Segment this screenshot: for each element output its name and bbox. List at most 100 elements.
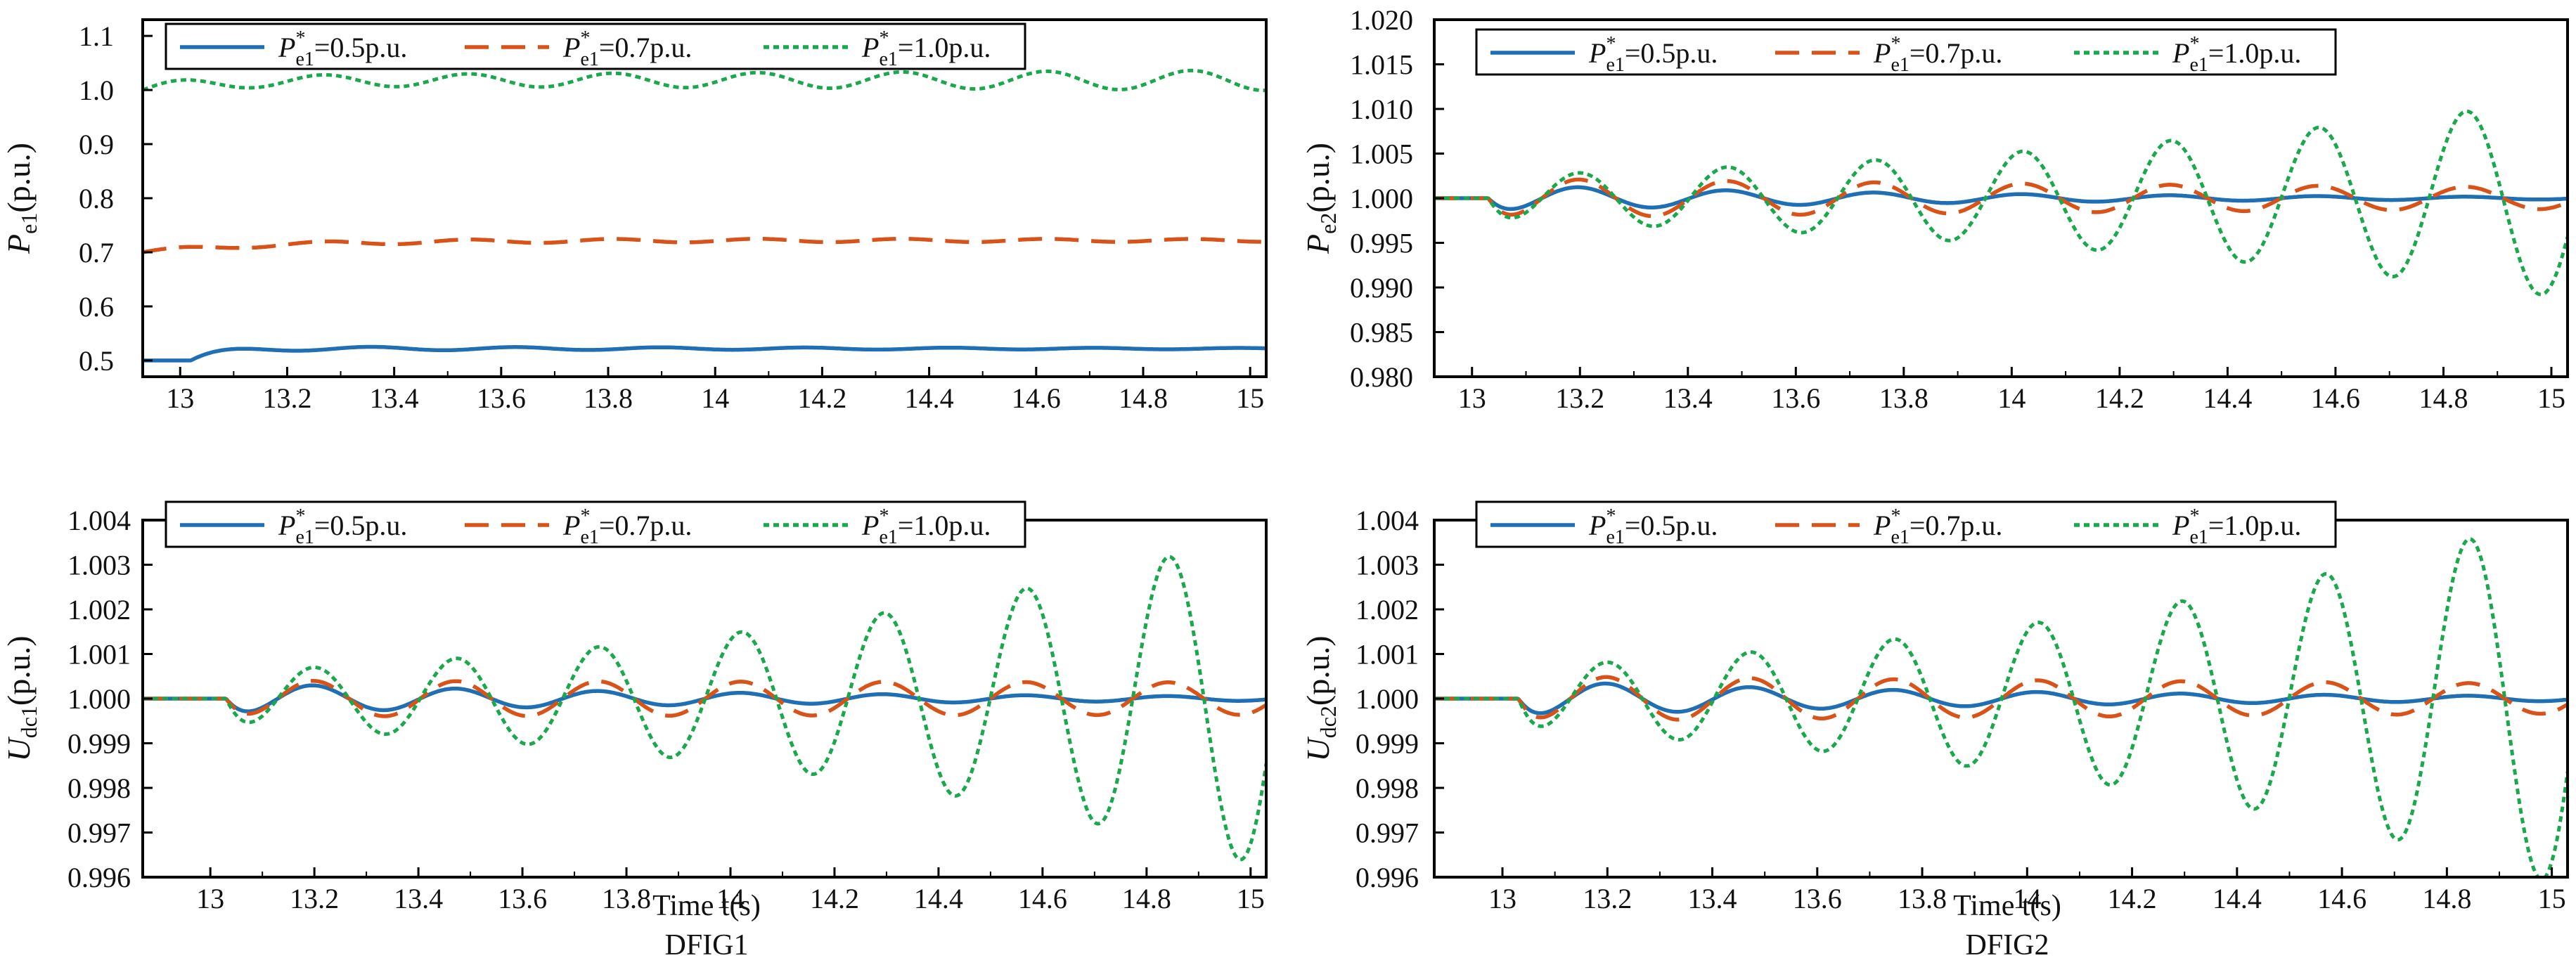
y-tick-label: 0.995 <box>1350 228 1413 259</box>
x-tick-label: 13.8 <box>1879 382 1928 414</box>
legend-entry-label: P* e1=0.5p.u. <box>1588 505 1718 548</box>
series-group <box>1434 537 2568 877</box>
x-tick-label: 14.6 <box>1012 382 1061 414</box>
y-axis-subscript: dc1 <box>16 706 41 738</box>
y-tick-label: 0.8 <box>79 183 114 214</box>
y-tick-label: 1.002 <box>1355 594 1419 626</box>
x-tick-label: 14.2 <box>2095 382 2144 414</box>
y-axis-label: Pe1(p.u.) <box>1 143 41 254</box>
legend-entry-label: P* e1=0.5p.u. <box>1588 33 1718 76</box>
x-tick-label: 13.6 <box>498 883 547 914</box>
y-axis-unit: (p.u.) <box>1 143 37 213</box>
x-tick-label: 13 <box>1488 883 1516 914</box>
x-tick-label: 13.4 <box>1688 883 1737 914</box>
x-tick-label: 13 <box>196 883 224 914</box>
y-tick-label: 1.020 <box>1350 4 1413 36</box>
y-axis-label: Udc2(p.u.) <box>1300 635 1341 761</box>
series-line-udc1-2 <box>143 555 1266 862</box>
y-tick-label: 0.997 <box>1355 817 1419 849</box>
x-tick-label: 13.8 <box>1898 883 1947 914</box>
x-tick-label: 13.4 <box>1663 382 1713 414</box>
legend-entry-label: P* e1=1.0p.u. <box>861 505 991 548</box>
y-tick-label: 1.004 <box>67 505 131 536</box>
y-tick-label: 0.6 <box>79 291 114 323</box>
y-tick-label: 1.0 <box>79 75 114 106</box>
legend: P* e1=0.5p.u. P* e1=0.7p.u. P* e1=1.0p.u. <box>165 22 1026 70</box>
x-tick-label: 14.2 <box>2108 883 2157 914</box>
y-tick-label: 1.001 <box>1355 639 1419 671</box>
x-tick-label: 13.6 <box>1771 382 1820 414</box>
x-tick-label: 13.4 <box>394 883 443 914</box>
series-line-pe2-1 <box>1434 177 2568 219</box>
series-group <box>143 555 1266 862</box>
x-tick-label: 14 <box>716 883 745 914</box>
x-tick-label: 13.2 <box>262 382 311 414</box>
y-tick-label: 0.9 <box>79 129 114 160</box>
x-tick-label: 15 <box>2538 883 2566 914</box>
x-axis-label-left: Time t(s) <box>652 890 761 922</box>
y-axis-subscript: dc2 <box>1315 706 1341 738</box>
y-axis-unit: (p.u.) <box>1300 635 1336 706</box>
x-tick-label: 14.6 <box>1018 883 1067 914</box>
y-tick-label: 0.5 <box>79 345 114 377</box>
x-tick-label: 14.6 <box>2317 883 2366 914</box>
x-tick-label: 14 <box>701 382 729 414</box>
y-tick-label: 1.001 <box>67 639 131 671</box>
y-tick-label: 0.980 <box>1350 361 1413 393</box>
y-axis-label: Udc1(p.u.) <box>1 635 41 761</box>
x-tick-label: 15 <box>1236 382 1264 414</box>
y-axis-symbol: P <box>1 234 37 254</box>
chart-pe1: 13 13.2 13.4 13.6 13.8 14 14.2 14.4 14.6 14.8 15 0.… <box>1 18 1268 414</box>
y-tick-label: 1.005 <box>1350 138 1413 170</box>
series-group <box>143 68 1266 363</box>
series-line-udc2-2 <box>1434 537 2568 877</box>
x-tick-label: 14.6 <box>2311 382 2360 414</box>
y-tick-label: 0.998 <box>67 772 131 804</box>
y-tick-label: 1.003 <box>1355 550 1419 581</box>
chart-udc2: 13 13.2 13.4 13.6 13.8 14 14.2 14.4 14.6 14.8 15 0.… <box>1300 500 2569 914</box>
x-tick-label: 13.8 <box>602 883 651 914</box>
legend-box <box>165 22 1026 70</box>
legend-entry-label: P* e1=0.5p.u. <box>278 505 407 548</box>
x-tick-label: 15 <box>2537 382 2565 414</box>
y-axis-symbol: P <box>1300 234 1336 254</box>
y-axis-label: Pe2(p.u.) <box>1300 143 1341 254</box>
y-tick-label: 0.999 <box>1355 728 1419 760</box>
y-tick-label: 1.002 <box>67 594 131 626</box>
y-tick-label: 0.985 <box>1350 317 1413 349</box>
y-tick-label: 0.7 <box>79 237 114 268</box>
y-tick-label: 1.000 <box>1350 183 1413 214</box>
x-tick-label: 14.2 <box>810 883 859 914</box>
legend-box <box>1475 500 2337 548</box>
y-axis-subscript: e2 <box>1315 213 1341 234</box>
y-tick-label: 0.996 <box>1355 862 1419 893</box>
y-tick-label: 0.998 <box>1355 772 1419 804</box>
legend-entry-label: P* e1=1.0p.u. <box>2172 505 2301 548</box>
series-line-pe2-0 <box>1434 185 2568 212</box>
legend-box <box>1475 28 2337 76</box>
x-tick-label: 13 <box>166 382 194 414</box>
legend-entry-label: P* e1=1.0p.u. <box>861 27 991 70</box>
x-tick-label: 14.8 <box>2422 883 2471 914</box>
x-tick-label: 14 <box>1997 382 2026 414</box>
legend-entry-label: P* e1=0.7p.u. <box>1873 33 2002 76</box>
x-tick-label: 14 <box>2013 883 2041 914</box>
legend-box <box>165 500 1026 548</box>
chart-pe2: 13 13.2 13.4 13.6 13.8 14 14.2 14.4 14.6 14.8 15 0.… <box>1300 4 2569 414</box>
y-tick-label: 0.990 <box>1350 272 1413 304</box>
legend-entry-label: P* e1=1.0p.u. <box>2172 33 2301 76</box>
chart-udc1: 13 13.2 13.4 13.6 13.8 14 14.2 14.4 14.6 14.8 15 0.… <box>1 500 1268 914</box>
x-tick-label: 14.4 <box>905 382 954 414</box>
y-tick-label: 1.003 <box>67 550 131 581</box>
y-tick-label: 1.015 <box>1350 49 1413 81</box>
y-tick-label: 1.004 <box>1355 505 1419 536</box>
y-tick-label: 0.999 <box>67 728 131 760</box>
legend-entry-label: P* e1=0.7p.u. <box>562 505 692 548</box>
x-tick-label: 13.6 <box>477 382 526 414</box>
x-tick-label: 13.2 <box>290 883 339 914</box>
x-tick-label: 13.4 <box>370 382 419 414</box>
x-tick-label: 13 <box>1458 382 1486 414</box>
y-tick-label: 1.000 <box>1355 683 1419 715</box>
legend-entry-label: P* e1=0.5p.u. <box>278 27 407 70</box>
